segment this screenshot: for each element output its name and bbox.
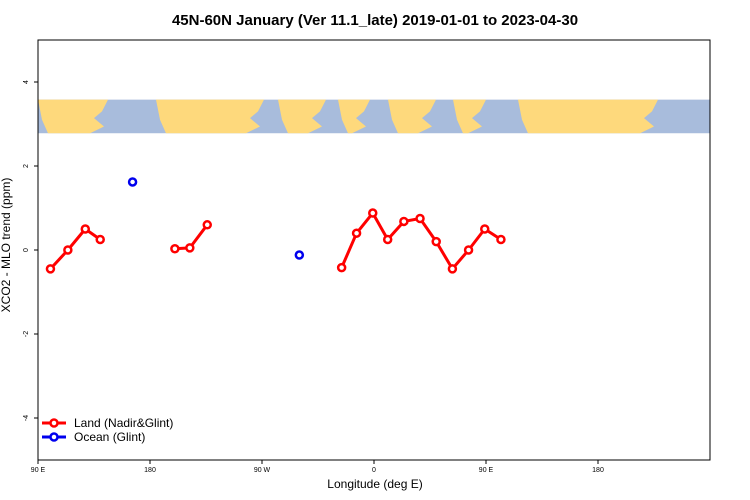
y-tick-label: 0 xyxy=(23,248,30,252)
data-point xyxy=(431,236,441,247)
data-point xyxy=(185,243,195,253)
data-point xyxy=(127,177,138,187)
legend-marker xyxy=(49,418,59,428)
land-mass xyxy=(38,99,108,134)
data-point xyxy=(399,216,409,227)
data-point xyxy=(63,245,73,255)
y-tick-label: 4 xyxy=(23,80,30,84)
y-axis-label: XCO2 - MLO trend (ppm) xyxy=(0,178,13,313)
legend-label: Land (Nadir&Glint) xyxy=(74,416,173,430)
data-point xyxy=(80,224,91,234)
y-tick-label: -2 xyxy=(23,331,30,337)
land-mass xyxy=(278,99,326,134)
x-tick-label: 90 E xyxy=(31,467,46,474)
x-axis-label: Longitude (deg E) xyxy=(327,477,422,491)
land-mass xyxy=(453,99,486,134)
data-point xyxy=(463,245,474,255)
y-tick-label: 2 xyxy=(23,164,30,168)
series-1 xyxy=(127,177,305,260)
x-tick-label: 180 xyxy=(144,467,156,474)
data-point xyxy=(45,264,56,274)
data-point xyxy=(95,234,105,245)
data-point xyxy=(294,250,305,260)
y-tick-label: -4 xyxy=(23,415,30,421)
x-axis: 90 E 180 90 W 0 90 E 180 xyxy=(31,460,604,474)
land-mass xyxy=(338,99,370,134)
data-point xyxy=(351,228,362,238)
data-point xyxy=(415,213,425,224)
land-mass xyxy=(518,99,658,134)
series-0 xyxy=(45,208,506,274)
world-map-band xyxy=(38,99,710,134)
map-land xyxy=(38,99,658,134)
data-point xyxy=(447,264,458,274)
legend-marker xyxy=(49,432,59,442)
series-line xyxy=(49,227,102,270)
data-point xyxy=(170,243,180,254)
legend: Land (Nadir&Glint)Ocean (Glint) xyxy=(42,416,173,444)
legend-label: Ocean (Glint) xyxy=(74,430,145,444)
y-axis: -4 -2 0 2 4 xyxy=(23,80,38,421)
x-tick-label: 90 E xyxy=(479,467,494,474)
land-mass xyxy=(388,99,436,134)
x-tick-label: 180 xyxy=(592,467,604,474)
land-mass xyxy=(156,99,264,134)
data-point xyxy=(480,224,490,234)
series-layer xyxy=(45,177,506,274)
data-point xyxy=(336,262,347,273)
data-point xyxy=(382,234,393,245)
x-tick-label: 0 xyxy=(372,467,376,474)
data-point xyxy=(496,234,506,245)
x-tick-label: 90 W xyxy=(254,467,271,474)
data-point xyxy=(202,220,212,230)
data-point xyxy=(368,208,378,218)
chart-title: 45N-60N January (Ver 11.1_late) 2019-01-… xyxy=(172,12,578,29)
